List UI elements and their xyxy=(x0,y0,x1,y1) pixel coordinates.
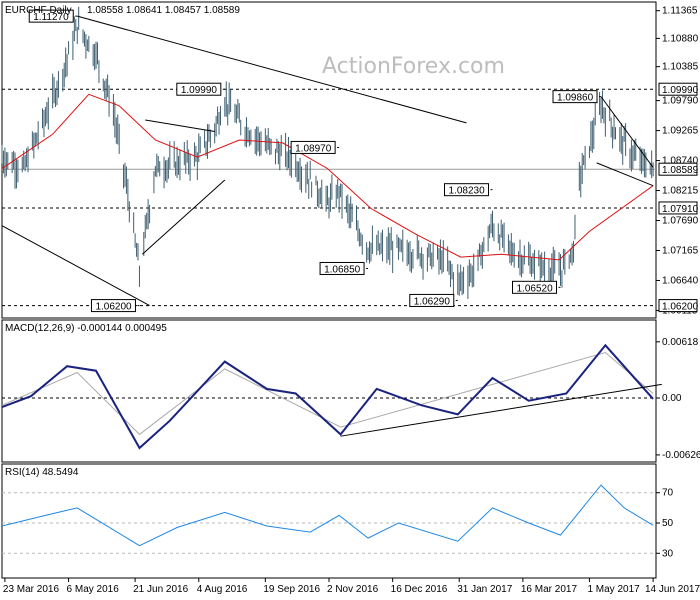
x-tick-label: 1 May 2017 xyxy=(587,584,640,595)
annotation-box xyxy=(409,293,455,307)
macd-trendline xyxy=(340,383,662,437)
annotation-box xyxy=(512,280,558,294)
annotation-label: 1.06850 xyxy=(324,264,361,275)
rsi-title: RSI(14) 48.5494 xyxy=(5,467,79,478)
rsi-tick-label: 70 xyxy=(662,488,674,499)
price-bars xyxy=(1,6,654,299)
macd-tick-label: 0.00 xyxy=(662,393,682,404)
annotation-box xyxy=(176,82,222,96)
annotation-label: 1.09990 xyxy=(181,85,218,96)
trendline xyxy=(600,96,654,168)
level-box xyxy=(658,299,698,313)
x-tick-label: 16 Mar 2017 xyxy=(521,584,578,595)
trendline xyxy=(1,225,150,307)
price-tick-label: 1.11365 xyxy=(662,6,698,17)
annotation-box xyxy=(444,183,489,197)
price-tick-label: 1.07165 xyxy=(662,245,699,256)
annotation-box xyxy=(290,140,336,154)
price-ohlc: 1.08558 1.08641 1.08457 1.08589 xyxy=(87,5,240,16)
price-tick-label: 1.08740 xyxy=(662,156,699,167)
price-title: EURCHF Daily xyxy=(5,5,72,16)
annotation-label: 1.06200 xyxy=(95,302,132,313)
trendline xyxy=(142,179,226,255)
last-price-box xyxy=(658,162,698,176)
x-axis: 23 Mar 2016 6 May 2016 21 Jun 2016 4 Aug 20… xyxy=(3,578,700,595)
x-tick-label: 2 Nov 2016 xyxy=(327,584,379,595)
price-tick-label: 1.08215 xyxy=(662,186,699,197)
level-box xyxy=(658,82,698,96)
x-tick-label: 23 Mar 2016 xyxy=(3,584,60,595)
macd-signal-line xyxy=(1,351,654,436)
rsi-panel: 70 50 30 xyxy=(1,484,674,559)
price-tick-label: 1.10385 xyxy=(662,62,699,73)
annotation-label: 1.08970 xyxy=(295,143,332,154)
x-tick-label: 4 Aug 2016 xyxy=(197,584,248,595)
rsi-line xyxy=(1,484,654,547)
x-tick-label: 14 Jun 2017 xyxy=(645,584,700,595)
price-tick-label: 1.09265 xyxy=(662,126,699,137)
x-tick-label: 16 Dec 2016 xyxy=(391,584,448,595)
trendline xyxy=(77,15,467,124)
macd-line xyxy=(1,343,654,450)
x-tick-label: 6 May 2016 xyxy=(67,584,120,595)
x-tick-label: 21 Jun 2016 xyxy=(133,584,188,595)
macd-title: MACD(12,26,9) -0.000144 0.000495 xyxy=(5,323,167,334)
level-label: 1.06200 xyxy=(662,302,699,313)
price-tick-label: 1.06640 xyxy=(662,275,699,286)
annotation-label: 1.08230 xyxy=(449,186,486,197)
macd-panel-frame xyxy=(1,319,657,463)
annotation-box xyxy=(28,9,74,23)
last-price-label: 1.08589 xyxy=(662,165,699,176)
x-tick-label: 31 Jan 2017 xyxy=(457,584,512,595)
annotation-label: 1.06520 xyxy=(517,283,554,294)
price-tick-label: 1.07690 xyxy=(662,216,699,227)
rsi-tick-label: 30 xyxy=(662,548,674,559)
macd-tick-label: -0.00626 xyxy=(662,450,700,461)
annotation-label: 1.11270 xyxy=(33,12,69,23)
trendline xyxy=(145,119,215,132)
price-tick-label: 1.10880 xyxy=(662,33,699,44)
level-label: 1.07910 xyxy=(662,204,699,215)
macd-tick-label: 0.00618 xyxy=(662,337,699,348)
level-box xyxy=(658,201,698,215)
price-tick-label: 1.09790 xyxy=(662,96,699,107)
annotation-box xyxy=(319,261,365,275)
macd-panel: 0.00618 0.00 -0.00626 xyxy=(1,337,700,461)
annotation-box xyxy=(552,90,598,104)
annotation-label: 1.09860 xyxy=(557,93,594,104)
rsi-tick-label: 50 xyxy=(662,518,674,529)
annotation-box xyxy=(90,299,136,313)
watermark: ActionForex.com xyxy=(322,54,505,79)
price-panel: 1.11365 1.10880 1.10385 1.09790 1.09265 1.087… xyxy=(1,6,699,316)
annotation-label: 1.06290 xyxy=(414,296,451,307)
x-tick-label: 19 Sep 2016 xyxy=(263,584,320,595)
moving-average-line xyxy=(1,93,654,261)
trendline xyxy=(596,162,654,187)
level-label: 1.09990 xyxy=(662,85,699,96)
